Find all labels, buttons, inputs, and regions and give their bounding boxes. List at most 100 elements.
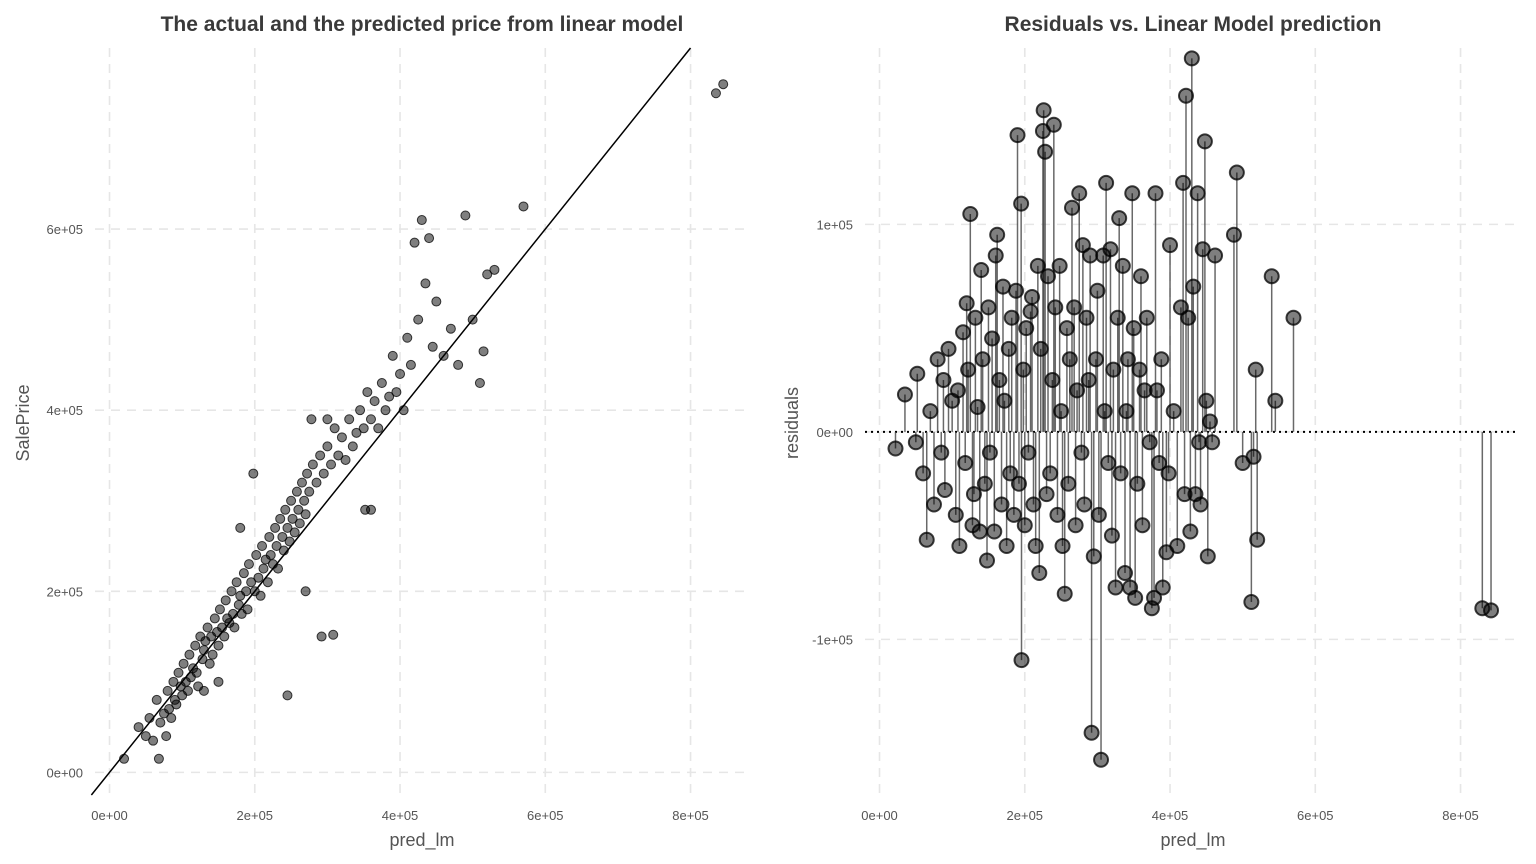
right-data-point — [967, 309, 984, 326]
right-data-point — [1180, 309, 1197, 326]
left-data-point — [217, 622, 228, 633]
right-x-tick-label: 8e+05 — [1442, 808, 1479, 823]
left-data-point — [119, 753, 130, 764]
right-data-point — [1093, 751, 1110, 768]
left-data-point — [257, 541, 268, 551]
left-data-point — [307, 459, 318, 470]
left-x-tick-label: 6e+05 — [527, 808, 564, 823]
left-y-tick-label: 0e+00 — [46, 765, 83, 780]
left-data-point — [190, 640, 201, 651]
left-data-point — [241, 586, 252, 597]
right-data-point — [1016, 517, 1033, 534]
left-data-point — [482, 269, 493, 280]
left-data-point — [416, 215, 427, 226]
left-data-point — [318, 468, 329, 479]
left-data-point — [316, 631, 327, 642]
right-data-point — [1032, 340, 1049, 357]
right-data-point — [994, 278, 1011, 295]
right-data-point — [1243, 594, 1260, 611]
right-data-point — [1076, 496, 1093, 513]
left-y-tick-label: 2e+05 — [46, 584, 83, 599]
right-data-point — [1003, 309, 1020, 326]
right-data-point — [1117, 564, 1133, 581]
left-data-point — [164, 703, 175, 714]
right-data-point — [1049, 506, 1066, 523]
left-data-point — [213, 640, 224, 651]
left-data-point — [166, 713, 177, 724]
left-data-point — [293, 504, 304, 515]
left-y-tick-label: 6e+05 — [46, 222, 83, 237]
left-data-point — [220, 595, 231, 606]
left-data-point — [300, 586, 311, 597]
right-points — [887, 50, 1500, 768]
left-data-point — [380, 405, 391, 416]
left-data-point — [182, 685, 193, 696]
left-data-point — [322, 441, 333, 452]
left-data-point — [445, 323, 456, 334]
right-data-point — [1189, 185, 1206, 202]
left-data-point — [453, 359, 464, 370]
right-data-point — [1089, 282, 1106, 299]
right-data-point — [1051, 257, 1068, 274]
right-data-point — [1015, 361, 1032, 378]
left-data-point — [231, 577, 242, 588]
right-data-point — [998, 538, 1015, 554]
left-x-tick-label: 0e+00 — [91, 808, 128, 823]
right-data-point — [955, 324, 972, 341]
left-data-point — [258, 563, 269, 574]
right-data-point — [976, 475, 993, 492]
left-data-point — [238, 568, 249, 579]
left-data-point — [287, 513, 298, 524]
right-data-point — [1066, 299, 1083, 316]
right-data-point — [1040, 268, 1057, 285]
left-data-point — [144, 713, 155, 724]
right-data-point — [929, 351, 946, 368]
left-data-point — [344, 414, 355, 425]
right-data-point — [1112, 465, 1129, 482]
right-data-point — [1267, 392, 1284, 409]
left-data-point — [424, 233, 435, 244]
left-data-point — [214, 604, 225, 615]
right-data-point — [996, 392, 1013, 409]
left-chart-title: The actual and the predicted price from … — [161, 13, 684, 36]
left-data-point — [204, 658, 215, 669]
residuals-panel: Residuals vs. Linear Model prediction 0e… — [782, 13, 1515, 851]
right-data-point — [887, 440, 904, 457]
right-data-point — [1038, 486, 1055, 503]
right-data-point — [1008, 282, 1025, 299]
right-data-point — [1185, 278, 1202, 295]
right-data-point — [1247, 361, 1264, 378]
left-data-point — [351, 427, 362, 438]
left-data-point — [340, 454, 351, 465]
left-data-point — [243, 559, 254, 570]
right-data-point — [1005, 506, 1022, 523]
left-data-point — [162, 685, 173, 696]
left-data-point — [413, 314, 424, 325]
left-data-point — [489, 264, 500, 275]
right-data-point — [1183, 50, 1200, 67]
left-data-point — [328, 629, 339, 640]
right-data-point — [993, 496, 1010, 513]
right-data-point — [1027, 538, 1044, 554]
left-data-point — [420, 278, 431, 289]
right-data-point — [1147, 185, 1164, 202]
left-data-point — [264, 531, 275, 542]
right-chart-title: Residuals vs. Linear Model prediction — [1005, 13, 1382, 36]
right-data-point — [960, 361, 977, 378]
right-data-point — [958, 295, 975, 312]
left-data-point — [467, 314, 478, 325]
right-data-point — [1029, 257, 1046, 274]
right-data-point — [1022, 303, 1039, 320]
right-data-point — [971, 523, 988, 540]
left-data-point — [155, 717, 166, 728]
right-data-point — [909, 365, 926, 382]
left-data-point — [322, 414, 333, 425]
right-data-point — [1132, 268, 1149, 285]
left-grid — [95, 48, 745, 795]
left-data-point — [365, 504, 376, 515]
right-data-point — [1245, 448, 1262, 465]
left-data-point — [277, 531, 288, 542]
right-data-point — [936, 481, 953, 498]
left-data-point — [478, 346, 489, 357]
